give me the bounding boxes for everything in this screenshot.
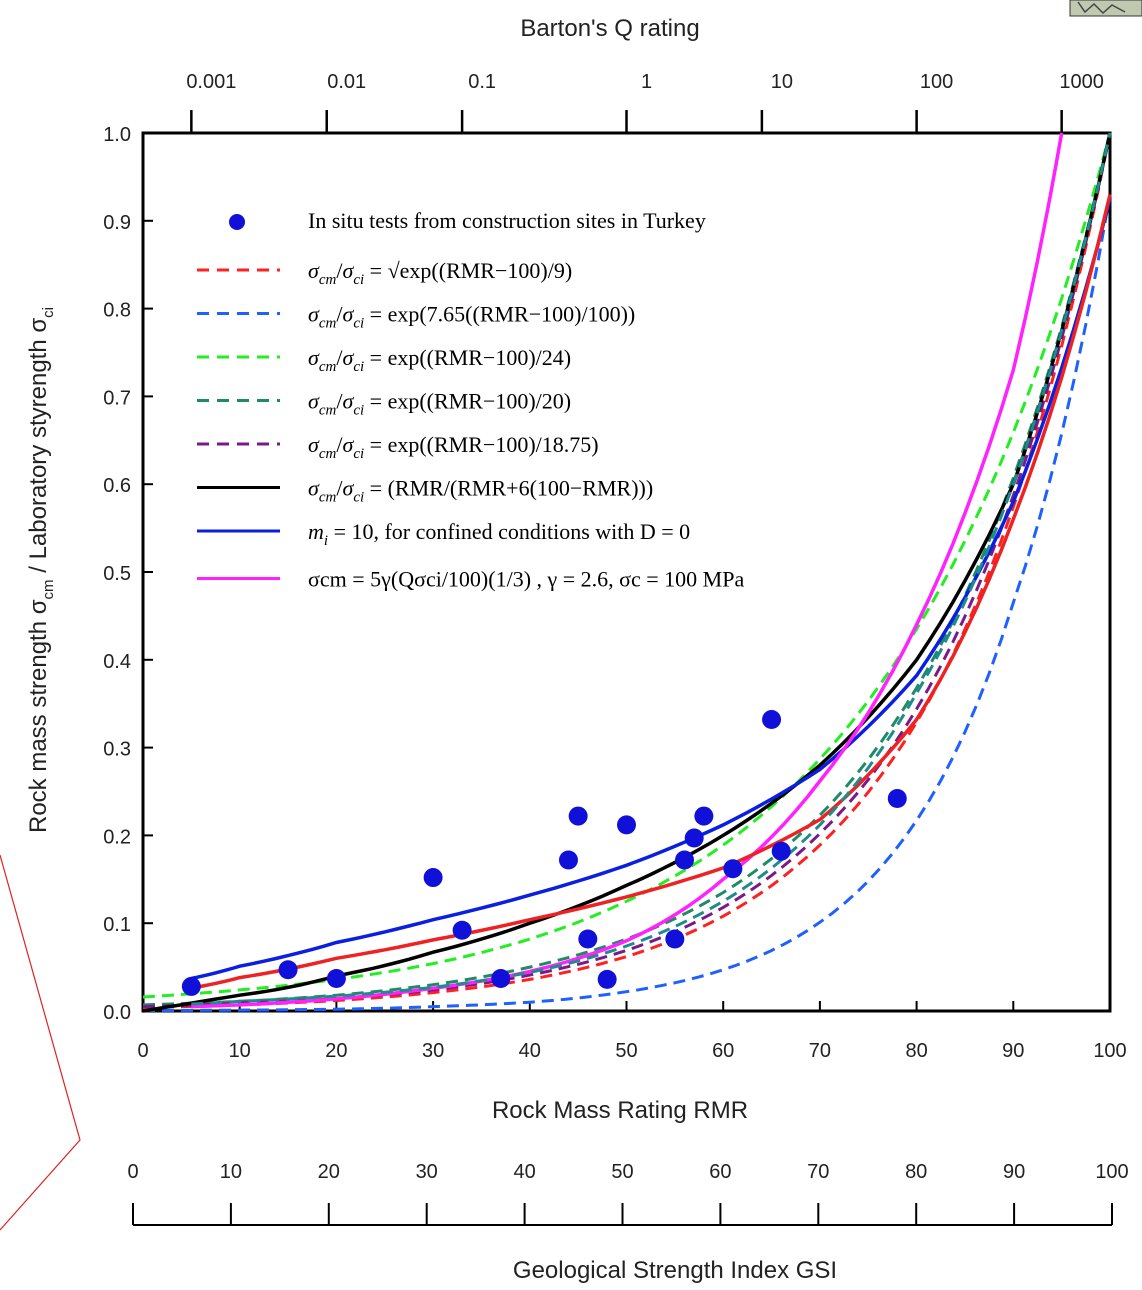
- series-line: [142, 194, 1112, 1013]
- q-tick-label: 1: [641, 71, 652, 93]
- data-point: [558, 850, 578, 870]
- y-tick-label: 0.3: [103, 739, 131, 761]
- data-point: [578, 929, 598, 949]
- legend-formula: σcm/σci = (RMR/(RMR+6(100−RMR))): [308, 476, 653, 506]
- legend-mi-label: mi = 10, for confined conditions with D …: [308, 519, 690, 549]
- legend-points-label: In situ tests from construction sites in…: [308, 208, 706, 233]
- data-point: [181, 976, 201, 996]
- y-tick-label: 0.6: [103, 475, 131, 497]
- data-point: [568, 806, 588, 826]
- data-point: [675, 850, 695, 870]
- data-point: [491, 969, 511, 989]
- x-tick-label: 50: [615, 1040, 637, 1062]
- data-point: [694, 806, 714, 826]
- x-axis-ticks: 0 10 20 30 40 50 60 70 80 90 100: [137, 1001, 1127, 1062]
- q-tick-label: 1000: [1059, 71, 1104, 93]
- data-point: [665, 929, 685, 949]
- x-tick-label: 90: [1002, 1040, 1024, 1062]
- data-point: [597, 969, 617, 989]
- q-axis-ticks: 0.001 0.01 0.1 1 10 100 1000: [183, 71, 1110, 134]
- data-point: [423, 868, 443, 888]
- points-layer: [181, 710, 907, 996]
- x-tick-label: 70: [809, 1040, 831, 1062]
- x-tick-label: 100: [1093, 1040, 1126, 1062]
- gsi-tick-label: 90: [1003, 1161, 1025, 1183]
- data-point: [723, 859, 743, 879]
- x-tick-label: 80: [905, 1040, 927, 1062]
- series-line: [191, 132, 1064, 1009]
- q-tick-label: 0.01: [327, 71, 366, 93]
- gsi-tick-label: 70: [807, 1161, 829, 1183]
- series-line: [142, 132, 1112, 1013]
- series-line: [190, 198, 1112, 981]
- data-point: [452, 920, 472, 940]
- gsi-tick-label: 80: [905, 1161, 927, 1183]
- legend-formula: σcm/σci = exp((RMR−100)/24): [308, 345, 571, 375]
- x-tick-label: 30: [422, 1040, 444, 1062]
- data-point: [887, 789, 907, 809]
- y-tick-label: 1.0: [103, 124, 131, 146]
- x-tick-label: 0: [137, 1040, 148, 1062]
- legend-formula: σcm/σci = exp(7.65((RMR−100)/100)): [308, 302, 635, 332]
- y-tick-label: 0.4: [103, 651, 131, 673]
- series-layer: [142, 132, 1112, 1013]
- x-tick-label: 40: [519, 1040, 541, 1062]
- legend-formula: σcm/σci = exp((RMR−100)/20): [308, 389, 571, 419]
- y-tick-label: 0.1: [103, 914, 131, 936]
- gsi-tick-label: 40: [513, 1161, 535, 1183]
- q-tick-label: 0.001: [186, 71, 236, 93]
- data-point: [771, 841, 791, 861]
- top-axis-title: Barton's Q rating: [520, 15, 699, 42]
- y-axis-title: Rock mass strength σcm / Laboratory styr…: [25, 307, 57, 833]
- legend-formula: σcm/σci = exp((RMR−100)/18.75): [308, 432, 599, 462]
- red-corner-mark: [0, 854, 81, 1231]
- legend-q-label: σcm = 5γ(Qσci/100)(1/3) , γ = 2.6, σc = …: [308, 567, 744, 592]
- y-tick-label: 0.2: [103, 826, 131, 848]
- thumbnail-image: [1069, 0, 1142, 17]
- data-point: [617, 815, 636, 835]
- series-line: [190, 194, 1112, 990]
- series-line: [142, 132, 1112, 1007]
- q-tick-label: 0.1: [468, 71, 496, 93]
- series-line: [142, 132, 1112, 999]
- x-tick-label: 20: [325, 1040, 347, 1062]
- gsi-tick-label: 10: [220, 1161, 242, 1183]
- y-tick-label: 0.7: [103, 387, 131, 409]
- x-tick-label: 10: [229, 1040, 251, 1062]
- data-point: [278, 960, 298, 980]
- y-tick-label: 0.9: [103, 212, 131, 234]
- data-point: [762, 710, 782, 730]
- q-tick-label: 10: [771, 71, 793, 93]
- gsi-axis: 0 10 20 30 40 50 60 70 80 90 100: [127, 1161, 1129, 1226]
- q-tick-label: 100: [920, 71, 953, 93]
- legend: In situ tests from construction sites in…: [197, 208, 744, 592]
- gsi-tick-label: 20: [318, 1161, 340, 1183]
- gsi-tick-label: 50: [611, 1161, 633, 1183]
- y-axis-ticks: 0.0 0.1 0.2 0.3 0.4 0.5 0.6 0.7 0.8 0.9 1.0: [103, 124, 153, 1024]
- gsi-tick-label: 100: [1095, 1161, 1128, 1183]
- gsi-axis-title: Geological Strength Index GSI: [513, 1257, 837, 1284]
- data-point: [684, 828, 704, 848]
- y-tick-label: 0.8: [103, 300, 131, 322]
- gsi-tick-label: 0: [127, 1161, 138, 1183]
- legend-point-marker: [229, 214, 245, 230]
- gsi-tick-label: 60: [709, 1161, 731, 1183]
- y-tick-label: 0.0: [103, 1002, 131, 1024]
- legend-formula: σcm/σci = √exp((RMR−100)/9): [308, 258, 572, 288]
- x-axis-title: Rock Mass Rating RMR: [492, 1097, 748, 1124]
- gsi-tick-label: 30: [416, 1161, 438, 1183]
- x-tick-label: 60: [712, 1040, 734, 1062]
- y-tick-label: 0.5: [103, 563, 131, 585]
- series-line: [191, 132, 1112, 1006]
- data-point: [326, 969, 346, 989]
